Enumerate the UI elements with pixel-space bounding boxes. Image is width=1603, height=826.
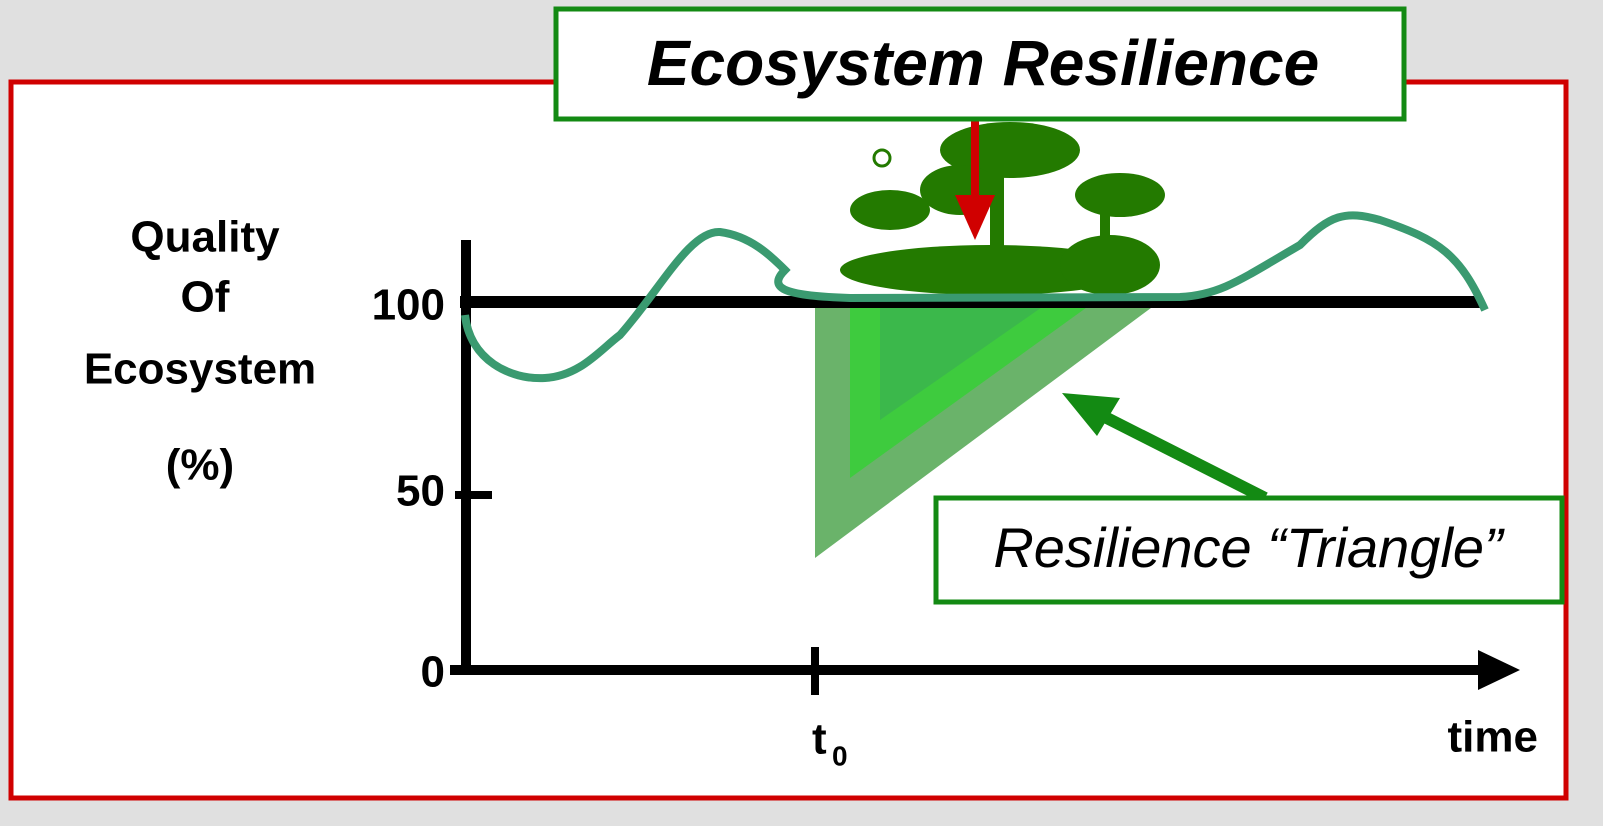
y-label: (%) (166, 441, 234, 490)
y-tick-label: 50 (396, 467, 445, 516)
y-tick-label: 100 (372, 281, 445, 330)
x-marker: t (812, 715, 827, 764)
x-label: time (1448, 713, 1538, 762)
down-arrow-stem (971, 120, 979, 200)
y-label: Quality (130, 213, 280, 262)
x-marker-subscript: 0 (832, 740, 848, 771)
callout-text: Resilience “Triangle” (993, 516, 1505, 579)
frame (11, 82, 1566, 798)
y-label: Ecosystem (84, 345, 316, 394)
y-label: Of (181, 273, 230, 322)
title: Ecosystem Resilience (647, 27, 1319, 99)
diagram: Quality Of Ecosystem (%) 100 50 0 t 0 ti… (0, 0, 1603, 821)
y-tick-label: 0 (421, 648, 445, 697)
